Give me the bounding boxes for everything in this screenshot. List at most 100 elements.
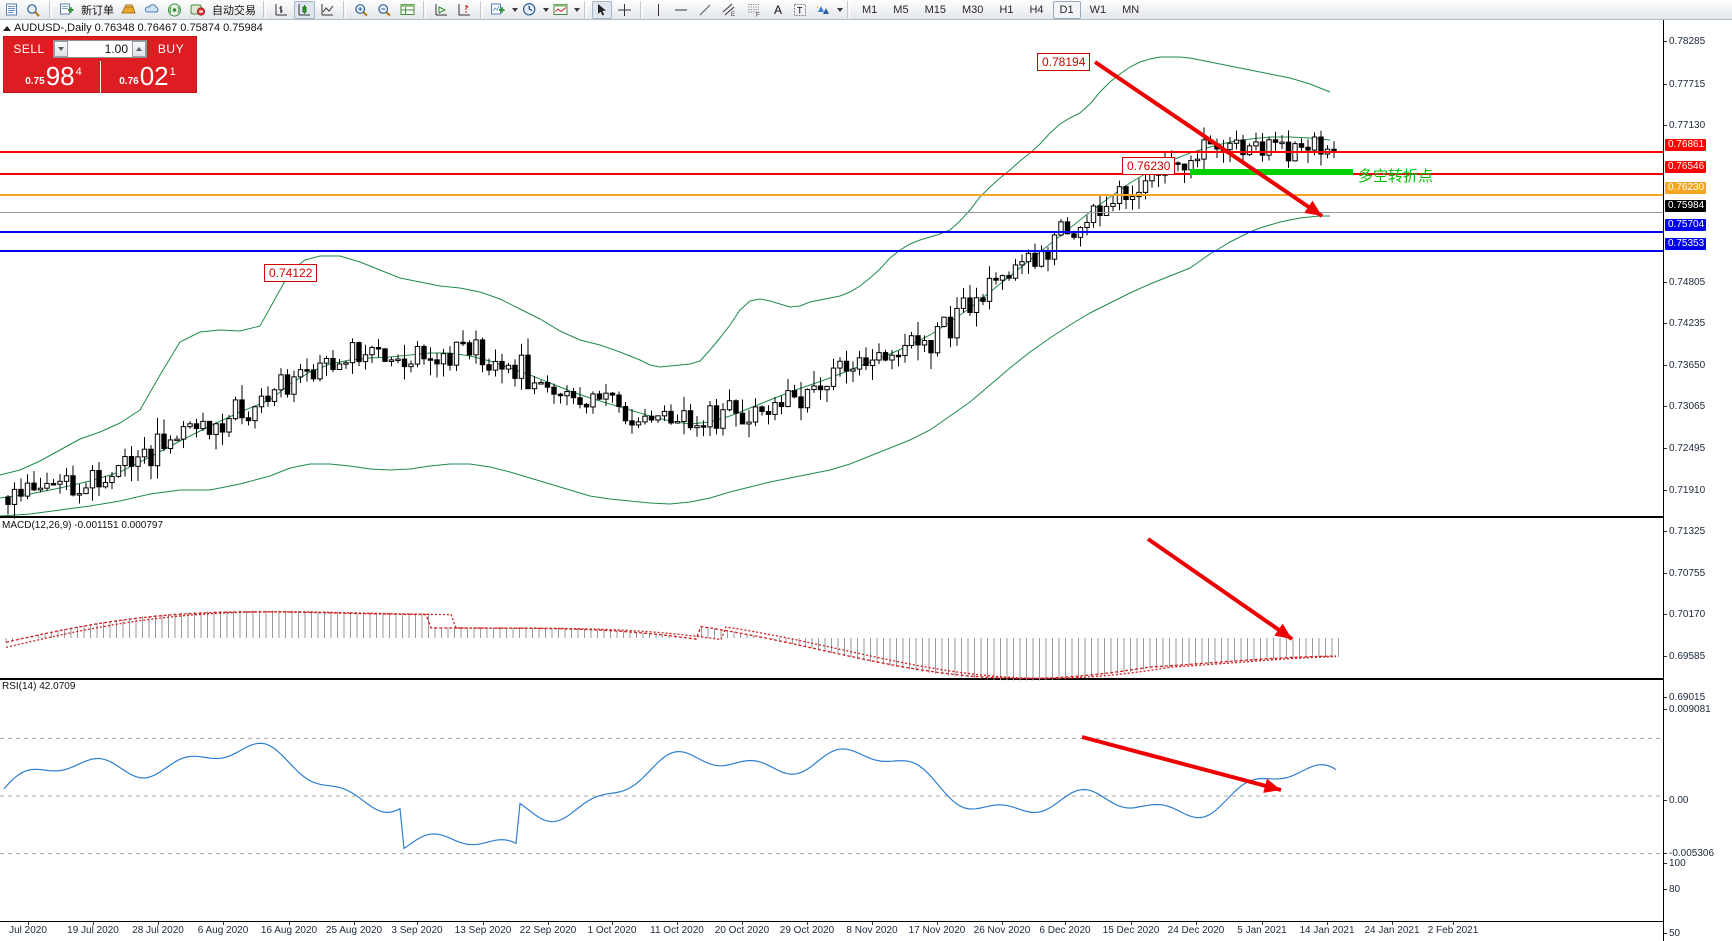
volume-value[interactable]: 1.00 (104, 42, 128, 56)
indicators-icon[interactable] (488, 1, 509, 19)
candlestick (850, 361, 856, 383)
new-order-icon[interactable] (57, 1, 77, 19)
sell-price-display[interactable]: 0.75 98 4 (7, 59, 99, 89)
level-line-pivot[interactable] (0, 194, 1663, 196)
candlestick (369, 345, 375, 364)
rsi-indicator-label: RSI(14) 42.0709 (2, 681, 76, 692)
candlestick (356, 341, 362, 367)
sell-button[interactable]: SELL (13, 42, 45, 56)
text-label-tool-icon[interactable]: T (790, 1, 810, 19)
candlestick (928, 340, 934, 370)
date-tick (548, 922, 549, 925)
chart-shift-icon[interactable] (454, 1, 475, 19)
candlestick (317, 354, 323, 382)
cloud-icon[interactable] (141, 1, 162, 19)
timeframe-group[interactable]: M1 M5 M15 M30 H1 H4 D1 W1 MN (854, 0, 1147, 19)
trendline-icon[interactable] (694, 1, 716, 19)
equidistant-channel-icon[interactable]: E (718, 1, 741, 19)
shapes-dropdown-caret[interactable] (837, 7, 843, 12)
volume-stepper[interactable]: 1.00 (53, 40, 147, 58)
axis-tick (1664, 800, 1667, 801)
price-axis-badge[interactable]: 0.75353 (1665, 238, 1707, 250)
auto-trading-icon[interactable] (187, 1, 208, 19)
candlestick (655, 415, 661, 423)
new-order-label[interactable]: 新订单 (81, 4, 114, 17)
profiles-icon[interactable] (23, 1, 44, 19)
horizontal-line-icon[interactable] (670, 1, 692, 19)
level-line-resistance-1[interactable] (0, 151, 1663, 153)
timeframe-w1[interactable]: W1 (1089, 3, 1107, 16)
zoom-in-icon[interactable] (351, 1, 372, 19)
price-axis-badge[interactable]: 0.76861 (1665, 139, 1707, 151)
price-annotation-tag[interactable]: 0.74122 (264, 264, 318, 282)
timeframe-m5[interactable]: M5 (893, 3, 909, 16)
data-window-icon[interactable] (397, 1, 418, 19)
candlestick (31, 471, 37, 492)
candlestick (1129, 185, 1136, 210)
price-axis-badge[interactable]: 0.76546 (1665, 161, 1707, 173)
line-chart-icon[interactable] (317, 1, 338, 19)
timeframe-mn[interactable]: MN (1122, 3, 1140, 16)
price-annotation-tag[interactable]: 0.78194 (1037, 53, 1091, 71)
crosshair-icon[interactable] (614, 1, 635, 19)
volume-decrease-button[interactable] (54, 41, 68, 57)
date-axis[interactable]: Jul 2020 19 Jul 2020 28 Jul 2020 6 Aug 2020… (0, 921, 1663, 941)
price-axis-badge[interactable]: 0.75984 (1665, 200, 1707, 212)
cursor-icon[interactable] (592, 0, 612, 19)
price-annotation-tag[interactable]: 0.76230 (1122, 157, 1176, 175)
candlestick (343, 360, 349, 369)
new-chart-icon[interactable] (1, 1, 21, 19)
price-axis-badge[interactable]: 0.75704 (1665, 219, 1707, 231)
bar-chart-icon[interactable] (271, 1, 292, 19)
buy-button[interactable]: BUY (157, 42, 185, 56)
level-line-support-1[interactable] (0, 231, 1663, 233)
candlestick (486, 358, 492, 376)
gold-bar-icon[interactable] (118, 1, 139, 19)
signal-broadcast-icon[interactable] (164, 1, 185, 19)
candlestick-chart-icon[interactable] (294, 0, 315, 19)
timeframe-d1[interactable]: D1 (1052, 0, 1081, 19)
zoom-out-icon[interactable] (374, 1, 395, 19)
rsi-pane[interactable] (0, 682, 1663, 920)
candlestick (902, 333, 908, 363)
auto-scroll-icon[interactable] (431, 1, 452, 19)
main-toolbar[interactable]: 新订单 自动交易 (0, 0, 1732, 20)
timeframe-m1[interactable]: M1 (862, 3, 878, 16)
text-tool-icon[interactable]: A (768, 1, 788, 19)
timeframe-h4[interactable]: H4 (1029, 3, 1044, 16)
price-axis-badge[interactable]: 0.76230 (1665, 182, 1707, 194)
level-line-current-price[interactable] (0, 212, 1663, 213)
timeframe-m30[interactable]: M30 (961, 3, 984, 16)
turning-point-zone-bar[interactable] (1190, 169, 1353, 175)
date-tick (1002, 922, 1003, 925)
one-click-trading-panel[interactable]: SELL 1.00 BUY 0.75 98 4 0.76 02 1 (3, 36, 197, 93)
axis-tick (1664, 933, 1667, 934)
arrows-shapes-icon[interactable] (812, 1, 834, 19)
vertical-line-icon[interactable] (648, 1, 668, 19)
candlestick (24, 474, 31, 500)
indicators-dropdown-caret[interactable] (512, 7, 518, 12)
candlestick (1058, 218, 1064, 237)
macd-pane[interactable] (0, 520, 1663, 681)
fibonacci-retracement-icon[interactable]: F (743, 1, 766, 19)
chart-canvas[interactable]: 0.78194 0.76230 0.74122 多空转折点 MACD(12,26,9)… (0, 20, 1732, 941)
svg-text:F: F (756, 13, 760, 18)
level-line-support-2[interactable] (0, 250, 1663, 252)
buy-price-display[interactable]: 0.76 02 1 (101, 59, 193, 89)
templates-dropdown-caret[interactable] (574, 7, 580, 12)
collapse-triangle-icon[interactable] (3, 25, 11, 31)
timeframe-h1[interactable]: H1 (999, 3, 1014, 16)
auto-trading-label[interactable]: 自动交易 (212, 4, 256, 17)
period-clock-icon[interactable] (519, 1, 540, 19)
candlestick (564, 385, 570, 406)
candlestick (726, 389, 733, 412)
date-axis-label: 28 Jul 2020 (132, 925, 184, 936)
level-line-resistance-2[interactable] (0, 173, 1663, 175)
rsi-axis-label: 80 (1669, 884, 1681, 895)
price-axis[interactable]: 0.78285 0.77715 0.77130 0.76861 0.76546 0.762… (1663, 20, 1732, 941)
timeframe-m15[interactable]: M15 (924, 3, 946, 16)
templates-icon[interactable] (550, 1, 571, 19)
period-dropdown-caret[interactable] (543, 7, 549, 12)
volume-increase-button[interactable] (132, 41, 146, 57)
candlestick (778, 395, 785, 415)
